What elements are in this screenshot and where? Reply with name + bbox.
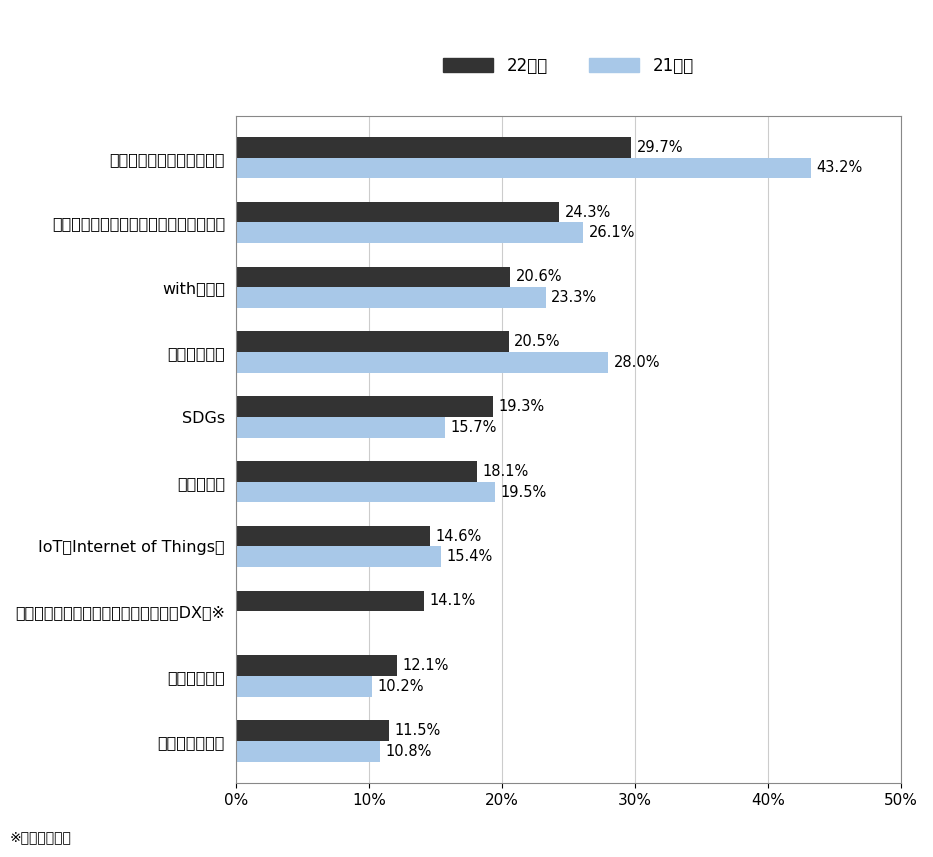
Text: 20.5%: 20.5%	[514, 334, 561, 349]
Text: 12.1%: 12.1%	[402, 658, 449, 674]
Text: 15.4%: 15.4%	[446, 549, 493, 564]
Text: 14.6%: 14.6%	[436, 529, 481, 543]
Text: 10.2%: 10.2%	[377, 679, 424, 694]
Bar	[236, 482, 495, 502]
Bar	[236, 223, 583, 243]
Text: 11.5%: 11.5%	[395, 723, 440, 738]
Bar	[236, 656, 397, 676]
Bar	[236, 352, 608, 373]
Text: 26.1%: 26.1%	[589, 225, 635, 240]
Text: 24.3%: 24.3%	[564, 205, 611, 219]
Text: 15.7%: 15.7%	[451, 420, 496, 434]
Text: 10.8%: 10.8%	[385, 744, 431, 758]
Text: 19.5%: 19.5%	[501, 484, 547, 500]
Bar	[236, 332, 508, 352]
Bar	[236, 720, 389, 740]
Bar	[236, 158, 811, 178]
Bar	[236, 676, 371, 697]
Bar	[236, 137, 631, 158]
Text: 23.3%: 23.3%	[551, 291, 597, 305]
Text: 29.7%: 29.7%	[636, 140, 683, 155]
Text: 28.0%: 28.0%	[614, 355, 661, 370]
Text: ※今年から追加: ※今年から追加	[9, 830, 71, 844]
Bar	[236, 287, 546, 308]
Bar	[236, 201, 559, 223]
Bar	[236, 740, 380, 762]
Text: 14.1%: 14.1%	[429, 593, 475, 608]
Bar	[236, 590, 424, 611]
Bar	[236, 267, 510, 287]
Bar	[236, 547, 441, 567]
Text: 19.3%: 19.3%	[498, 399, 544, 414]
Legend: 22年卒, 21年卒: 22年卒, 21年卒	[443, 57, 694, 75]
Text: 43.2%: 43.2%	[816, 160, 862, 176]
Bar	[236, 417, 445, 438]
Bar	[236, 396, 493, 417]
Bar	[236, 461, 477, 482]
Text: 18.1%: 18.1%	[482, 464, 528, 479]
Text: 20.6%: 20.6%	[515, 269, 562, 285]
Bar	[236, 525, 430, 547]
